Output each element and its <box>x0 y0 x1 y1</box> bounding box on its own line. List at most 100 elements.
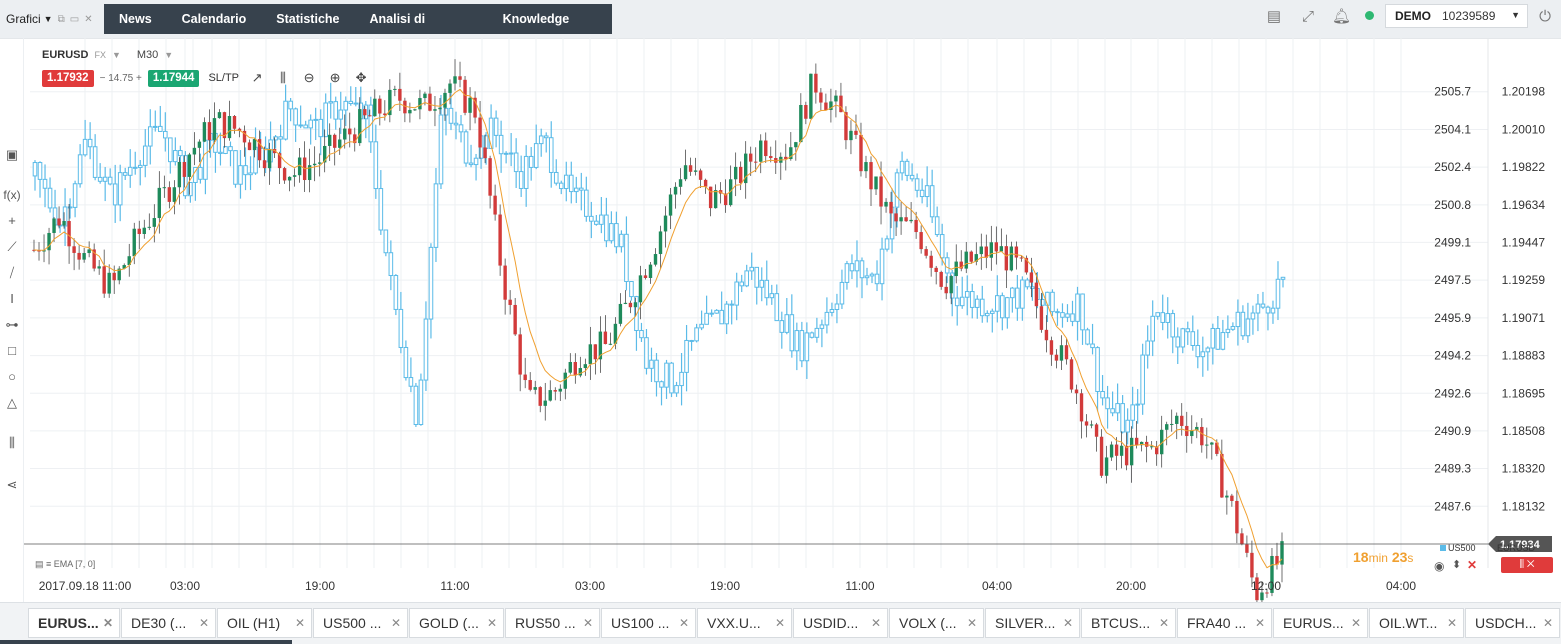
close-tab-icon[interactable]: ✕ <box>486 616 497 630</box>
chart-tab[interactable]: US500 ... ✕ <box>313 608 408 638</box>
fullscreen-icon[interactable]: ⤢ <box>1301 8 1314 25</box>
candle-tool-icon[interactable]: ⫼ <box>9 435 15 450</box>
close-tab-icon[interactable]: ✕ <box>390 616 401 630</box>
tab-calendario[interactable]: Calendario <box>181 12 247 26</box>
candle-body <box>277 153 282 169</box>
tab-statistiche[interactable]: Statistiche <box>276 12 340 26</box>
chart-tab[interactable]: SILVER... ✕ <box>985 608 1080 638</box>
chart-tab[interactable]: BTCUS... ✕ <box>1081 608 1176 638</box>
candle-body <box>197 141 202 148</box>
bell-icon[interactable]: 🔔︎ <box>1332 8 1352 25</box>
ema-line <box>33 88 1283 569</box>
close-tab-icon[interactable]: ✕ <box>678 616 689 630</box>
chart-tab[interactable]: VOLX (... ✕ <box>889 608 984 638</box>
candle-body <box>754 161 758 163</box>
close-tab-icon[interactable]: ✕ <box>966 616 977 630</box>
x-tick-label: 11:00 <box>845 579 874 593</box>
rectangle-icon[interactable]: □ <box>8 343 16 358</box>
chart-tab[interactable]: FRA40 ... ✕ <box>1177 608 1272 638</box>
power-icon[interactable]: ⏻ <box>1539 8 1551 25</box>
chart-tab[interactable]: GOLD (... ✕ <box>409 608 504 638</box>
close-tab-icon[interactable]: ✕ <box>294 616 305 630</box>
candle-body <box>373 98 377 117</box>
overlay-candle <box>1195 344 1201 358</box>
trendline-icon[interactable]: ⟋ <box>7 239 17 254</box>
triangle-icon[interactable]: △ <box>7 395 17 410</box>
overlay-candle <box>1105 397 1110 410</box>
timeframe-selector[interactable]: M30 <box>136 49 159 61</box>
close-tab-icon[interactable]: ✕ <box>1062 616 1073 630</box>
candle-body <box>678 179 683 187</box>
chevron-down-icon[interactable]: ▼ <box>164 50 174 60</box>
chart-tab[interactable]: USDCH... ✕ <box>1465 608 1560 638</box>
candle-body <box>1004 246 1009 271</box>
layout-icon[interactable]: ▤ <box>1266 8 1282 25</box>
window-icon[interactable]: ▭ <box>69 13 80 25</box>
crosshair-icon[interactable]: + <box>8 213 16 228</box>
share-icon[interactable]: ⋖ <box>6 477 18 492</box>
sell-price-button[interactable]: 1.17932 <box>42 69 94 87</box>
chart-tab[interactable]: VXX.U... ✕ <box>697 608 792 638</box>
close-tab-icon[interactable]: ✕ <box>1254 616 1265 630</box>
candle-body <box>723 193 728 206</box>
candle-settings-badge[interactable]: ⫼ ✕ <box>1501 557 1553 573</box>
remove-overlay-icon[interactable]: ✕ <box>1467 558 1478 572</box>
up-down-arrows-icon[interactable]: ⬍ <box>1452 559 1462 571</box>
chevron-down-icon[interactable]: ▼ <box>111 50 121 60</box>
spread-control[interactable]: − 14.75 + <box>99 72 142 84</box>
chart-type-icon[interactable]: ▣ <box>5 147 19 162</box>
close-tab-icon[interactable]: ✕ <box>582 616 593 630</box>
chart-tab[interactable]: USDID... ✕ <box>793 608 888 638</box>
close-icon[interactable]: ✕ <box>84 13 93 25</box>
chart-tab[interactable]: OIL.WT... ✕ <box>1369 608 1464 638</box>
buy-price-button[interactable]: 1.17944 <box>147 69 200 87</box>
close-tab-icon[interactable]: ✕ <box>198 616 209 630</box>
vertical-line-icon[interactable]: I <box>10 291 14 306</box>
zoom-in-icon[interactable]: ⊕ <box>329 70 341 85</box>
candle-body <box>1074 389 1079 394</box>
grafici-menu[interactable]: Grafici ▼ ⧉ ▭ ✕ <box>0 0 104 38</box>
candle-body <box>1064 345 1069 360</box>
overlay-candle <box>609 223 614 242</box>
zoom-out-icon[interactable]: ⊖ <box>303 70 315 85</box>
popout-icon[interactable]: ⧉ <box>57 13 65 25</box>
indicator-fx-icon[interactable]: f(x) <box>3 188 21 202</box>
close-tab-icon[interactable]: ✕ <box>1542 616 1553 630</box>
candle-body <box>1034 282 1039 307</box>
chart-tab[interactable]: OIL (H1) ✕ <box>217 608 312 638</box>
indicator-label[interactable]: ▤ ≡ EMA [7, 0] <box>35 559 96 569</box>
account-selector[interactable]: DEMO 10239589 ▼ <box>1385 4 1528 28</box>
chart-tab[interactable]: RUS50 ... ✕ <box>505 608 600 638</box>
ruler-icon[interactable]: ⧸ <box>9 265 15 280</box>
tab-knowledge-base[interactable]: Knowledge base <box>502 12 570 56</box>
tab-news[interactable]: News <box>119 12 152 26</box>
symbol-name[interactable]: EURUSD <box>42 49 89 61</box>
close-tab-icon[interactable]: ✕ <box>102 616 113 630</box>
chart-tab[interactable]: US100 ... ✕ <box>601 608 696 638</box>
close-tab-icon[interactable]: ✕ <box>1350 616 1361 630</box>
close-tab-icon[interactable]: ✕ <box>870 616 881 630</box>
move-icon[interactable]: ✥ <box>355 70 367 85</box>
candle-body <box>52 218 56 233</box>
close-tab-icon[interactable]: ✕ <box>774 616 785 630</box>
eye-icon[interactable]: ◉ <box>1434 559 1445 573</box>
chart-tab[interactable]: EURUS... ✕ <box>1273 608 1368 638</box>
horizontal-line-icon[interactable]: ⊶ <box>5 317 19 332</box>
chart-tab[interactable]: EURUS... ✕ <box>28 608 120 638</box>
candle-body <box>834 95 838 102</box>
tab-analisi-di-mercato[interactable]: Analisi di mercato <box>369 12 426 56</box>
line-chart-icon[interactable]: ↗ <box>251 70 263 85</box>
overlay-candle <box>814 327 820 338</box>
candle-body <box>433 109 437 111</box>
close-tab-icon[interactable]: ✕ <box>1446 616 1457 630</box>
candlestick-icon[interactable]: ⫼ <box>280 70 286 85</box>
close-tab-icon[interactable]: ✕ <box>1158 616 1169 630</box>
price-chart[interactable]: 2505.7 1.20198 2504.1 1.20010 2502.4 1.19822 2… <box>0 38 1561 602</box>
candle-body <box>598 331 603 360</box>
sltp-button[interactable]: SL/TP <box>208 72 240 84</box>
candle-body <box>1054 354 1059 361</box>
chart-tab-label: SILVER... <box>995 615 1056 631</box>
chart-tab[interactable]: DE30 (... ✕ <box>121 608 216 638</box>
circle-icon[interactable]: ○ <box>8 369 16 384</box>
active-tab-indicator <box>0 640 292 644</box>
